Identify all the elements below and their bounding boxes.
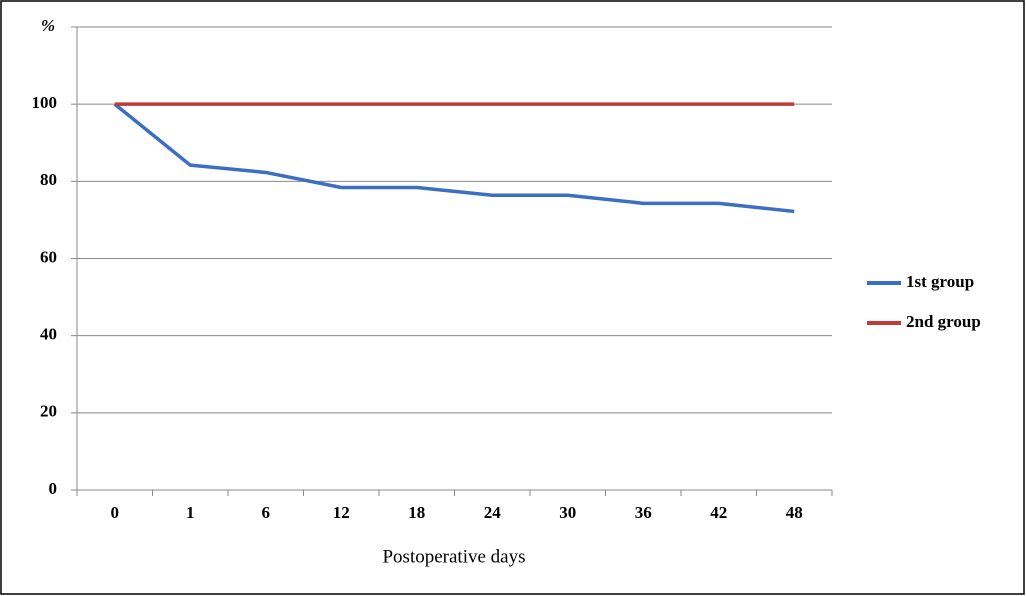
y-tick-label: 0 [49,479,58,498]
x-tick-label: 24 [484,503,502,522]
y-tick-label: 20 [40,402,57,421]
x-tick-label: 1 [186,503,195,522]
y-tick-label: 80 [40,170,57,189]
legend-label: 1st group [906,272,974,291]
y-tick-label: 100 [32,93,58,112]
x-tick-label: 48 [786,503,803,522]
y-tick-label: % [41,16,55,35]
y-tick-label: 40 [40,325,57,344]
legend-label: 2nd group [906,312,981,331]
x-tick-label: 12 [333,503,350,522]
x-tick-label: 18 [408,503,425,522]
y-tick-label: 60 [40,247,57,266]
x-tick-label: 0 [111,503,120,522]
x-axis-title: Postoperative days [382,546,525,567]
x-tick-label: 42 [710,503,727,522]
x-tick-label: 6 [262,503,271,522]
x-tick-label: 36 [635,503,652,522]
line-series [113,102,795,214]
x-tick-label: 30 [559,503,576,522]
